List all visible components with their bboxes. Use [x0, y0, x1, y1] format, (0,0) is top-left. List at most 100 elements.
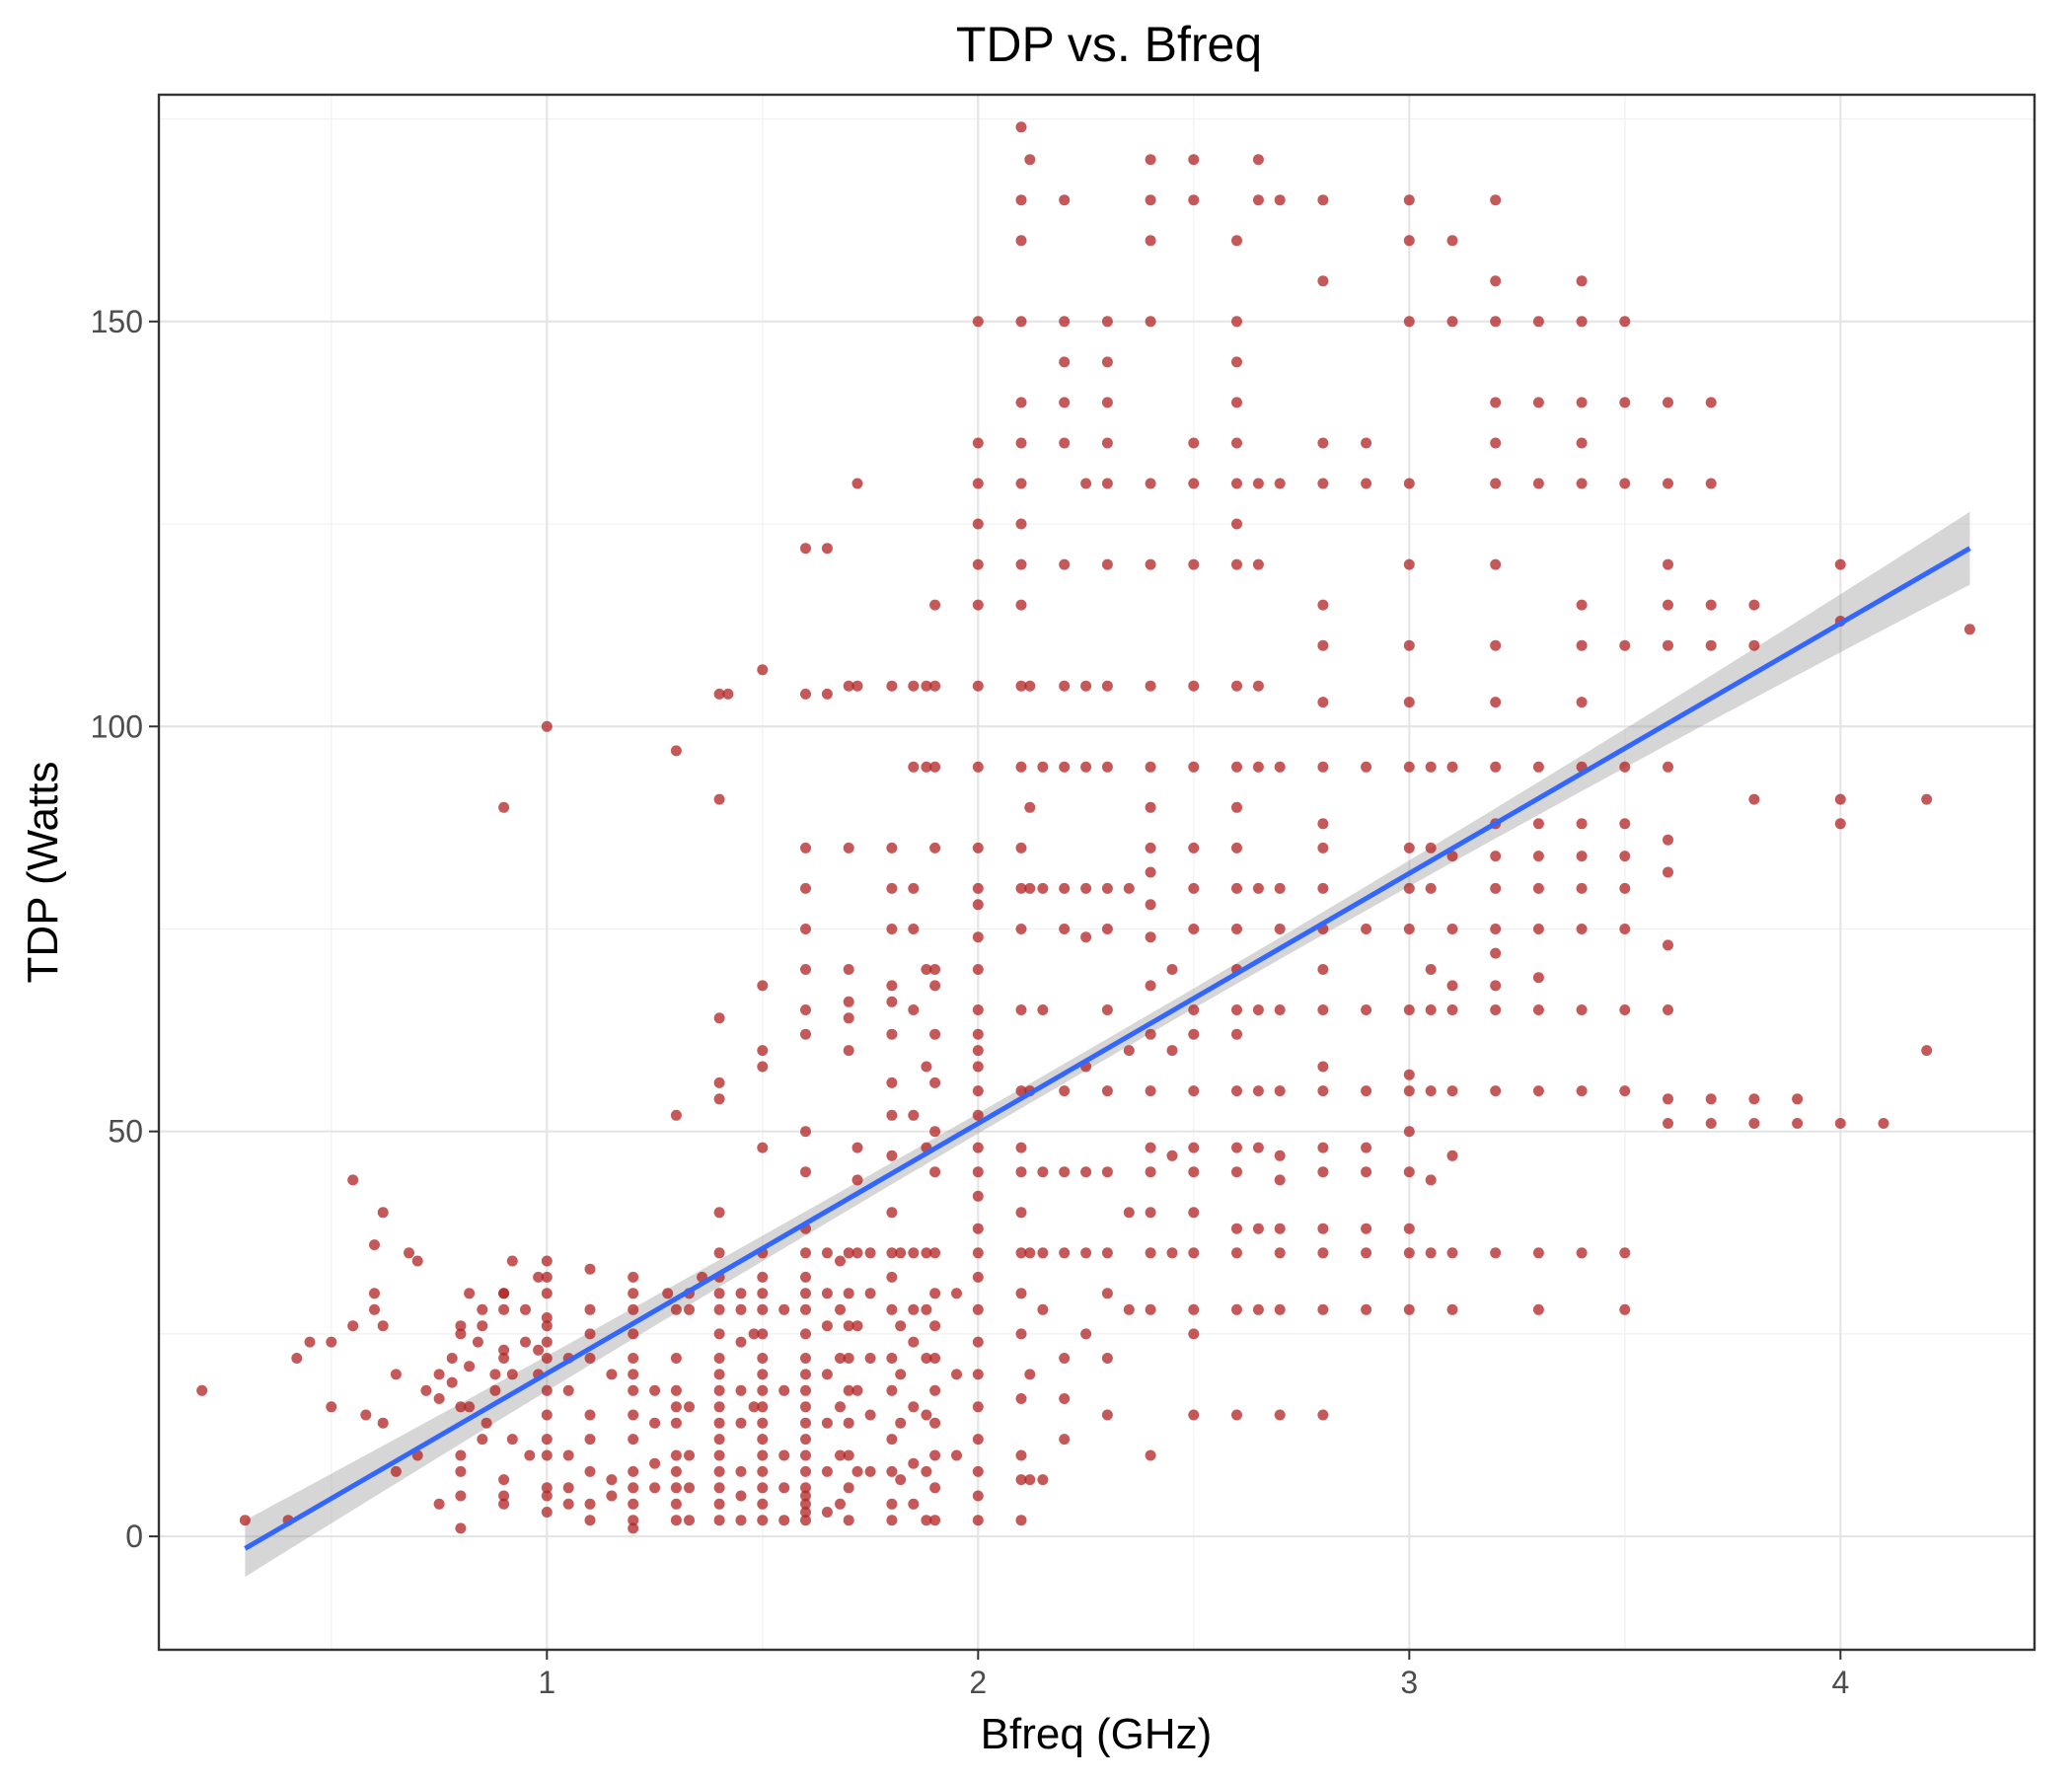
data-point — [1080, 931, 1092, 943]
data-point — [1576, 437, 1588, 449]
data-point — [1145, 1142, 1156, 1153]
data-point — [972, 316, 984, 328]
data-point — [541, 1434, 553, 1446]
data-point — [1403, 478, 1415, 489]
data-point — [800, 543, 811, 555]
data-point — [921, 1465, 932, 1477]
data-point — [1446, 1150, 1458, 1161]
data-point — [929, 1028, 941, 1040]
data-point — [1619, 1004, 1631, 1015]
data-point — [1532, 1247, 1544, 1259]
data-point — [886, 1109, 898, 1121]
data-point — [886, 996, 898, 1007]
chart-title: TDP vs. Bfreq — [956, 17, 1262, 72]
data-point — [972, 1166, 984, 1178]
data-point — [778, 1384, 790, 1396]
data-point — [951, 1369, 962, 1380]
data-point — [541, 1288, 553, 1299]
data-point — [1166, 1247, 1178, 1259]
data-point — [541, 1320, 553, 1332]
data-point — [1317, 599, 1329, 611]
data-point — [1188, 1247, 1200, 1259]
data-point — [584, 1434, 596, 1446]
data-point — [972, 1085, 984, 1097]
y-axis: 0 50 100 150 — [91, 304, 159, 1554]
data-point — [584, 1409, 596, 1421]
data-point — [800, 1288, 811, 1299]
data-point — [1145, 801, 1156, 813]
data-point — [1274, 1085, 1286, 1097]
data-point — [1231, 397, 1242, 408]
data-point — [1145, 680, 1156, 692]
data-point — [1834, 1118, 1846, 1129]
data-point — [1231, 1004, 1242, 1015]
data-point — [1834, 558, 1846, 570]
data-point — [1663, 834, 1673, 846]
data-point — [972, 1190, 984, 1202]
data-point — [908, 1498, 920, 1510]
data-point — [1748, 599, 1760, 611]
data-point — [1274, 761, 1286, 773]
data-point — [562, 1498, 574, 1510]
data-point — [972, 1045, 984, 1057]
data-point — [1425, 1247, 1437, 1259]
data-point — [972, 1303, 984, 1315]
data-point — [369, 1288, 380, 1299]
data-point — [1188, 1142, 1200, 1153]
data-point — [481, 1417, 492, 1429]
data-point — [1532, 882, 1544, 894]
data-point — [1101, 1004, 1113, 1015]
data-point — [713, 1093, 725, 1105]
data-point — [498, 1474, 510, 1486]
data-point — [670, 1109, 682, 1121]
data-point — [628, 1353, 639, 1364]
data-point — [1317, 275, 1329, 287]
data-point — [713, 1498, 725, 1510]
data-point — [757, 1449, 769, 1461]
data-point — [843, 842, 854, 853]
data-point — [1166, 1150, 1178, 1161]
data-point — [1425, 1004, 1437, 1015]
data-point — [800, 842, 811, 853]
data-point — [1015, 1515, 1027, 1526]
data-point — [748, 1401, 760, 1413]
data-point — [800, 1449, 811, 1461]
data-point — [1403, 316, 1415, 328]
data-point — [1188, 1409, 1200, 1421]
data-point — [455, 1522, 467, 1534]
data-point — [1576, 882, 1588, 894]
data-point — [1231, 680, 1242, 692]
data-point — [1231, 437, 1242, 449]
data-point — [1361, 1142, 1372, 1153]
data-point — [1317, 1085, 1329, 1097]
data-point — [1532, 818, 1544, 830]
data-point — [1188, 761, 1200, 773]
data-point — [908, 761, 920, 773]
y-tick-label: 0 — [125, 1519, 143, 1554]
x-axis: 1 2 3 4 — [538, 1650, 1849, 1700]
data-point — [455, 1328, 467, 1340]
data-point — [757, 1401, 769, 1413]
x-tick-label: 1 — [538, 1665, 555, 1700]
data-point — [886, 1207, 898, 1219]
data-point — [1252, 154, 1264, 166]
data-point — [800, 1303, 811, 1315]
data-point — [1145, 866, 1156, 878]
data-point — [1015, 1166, 1027, 1178]
data-point — [1446, 1085, 1458, 1097]
data-point — [196, 1384, 208, 1396]
data-point — [1274, 1174, 1286, 1186]
data-point — [464, 1361, 476, 1373]
data-point — [1576, 1085, 1588, 1097]
data-point — [921, 1247, 932, 1259]
data-point — [1490, 697, 1502, 708]
data-point — [628, 1522, 639, 1534]
data-point — [1015, 1449, 1027, 1461]
data-point — [1059, 680, 1071, 692]
data-point — [1101, 1166, 1113, 1178]
data-point — [886, 1465, 898, 1477]
data-point — [951, 1449, 962, 1461]
data-point — [670, 1498, 682, 1510]
data-point — [1015, 1393, 1027, 1404]
data-point — [1231, 1303, 1242, 1315]
